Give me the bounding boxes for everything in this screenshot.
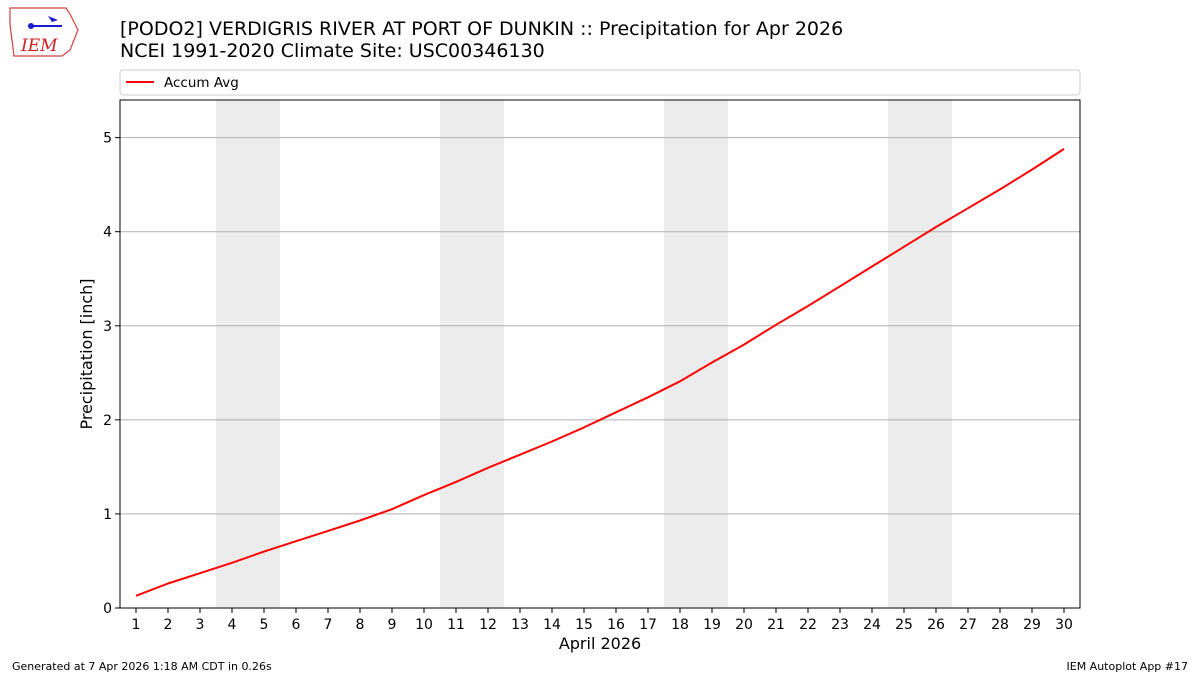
x-tick-label: 16	[607, 617, 625, 633]
x-tick-label: 18	[671, 617, 689, 633]
logo-wind-vane	[48, 16, 58, 22]
weekend-band	[888, 100, 952, 608]
x-tick-label: 17	[639, 617, 657, 633]
x-tick-label: 20	[735, 617, 753, 633]
weekend-band	[440, 100, 504, 608]
x-tick-label: 2	[164, 617, 173, 633]
x-tick-label: 27	[959, 617, 977, 633]
x-tick-label: 24	[863, 617, 881, 633]
x-tick-label: 21	[767, 617, 785, 633]
iowa-outline-shape	[9, 7, 79, 57]
chart-title: [PODO2] VERDIGRIS RIVER AT PORT OF DUNKI…	[120, 18, 843, 40]
x-tick-label: 28	[991, 617, 1009, 633]
iem-logo: IEM	[9, 7, 79, 57]
chart-subtitle: NCEI 1991-2020 Climate Site: USC00346130	[120, 40, 545, 62]
y-tick-label: 1	[103, 507, 112, 523]
x-tick-label: 13	[511, 617, 529, 633]
x-tick-label: 14	[543, 617, 561, 633]
x-tick-label: 10	[415, 617, 433, 633]
x-tick-label: 23	[831, 617, 849, 633]
legend-box	[119, 69, 1081, 96]
weekend-bands	[216, 100, 952, 608]
y-axis-ticks: 0 1 2 3 4 5	[103, 131, 120, 617]
x-tick-label: 3	[196, 617, 205, 633]
x-tick-label: 7	[324, 617, 333, 633]
x-tick-label: 29	[1023, 617, 1041, 633]
x-tick-label: 6	[292, 617, 301, 633]
x-tick-label: 5	[260, 617, 269, 633]
y-tick-label: 4	[103, 225, 112, 241]
footer-generated: Generated at 7 Apr 2026 1:18 AM CDT in 0…	[12, 660, 272, 673]
weekend-band	[664, 100, 728, 608]
legend: Accum Avg	[119, 69, 1081, 96]
y-axis-label: Precipitation [inch]	[77, 278, 96, 429]
x-axis-ticks: 1 2 3 4 5 6 7 8 9 10 11 12 13 14 15 16 17 18 19 20 21 22 23 24 2…	[132, 608, 1073, 633]
y-tick-label: 2	[103, 413, 112, 429]
x-tick-label: 30	[1055, 617, 1073, 633]
footer-app: IEM Autoplot App #17	[1067, 660, 1189, 673]
x-tick-label: 12	[479, 617, 497, 633]
weekend-band	[216, 100, 280, 608]
x-tick-label: 15	[575, 617, 593, 633]
logo-sensor	[28, 23, 34, 29]
x-tick-label: 9	[388, 617, 397, 633]
x-tick-label: 4	[228, 617, 237, 633]
series-line-accum-avg	[135, 148, 1065, 597]
x-tick-label: 26	[927, 617, 945, 633]
series-layer	[135, 148, 1065, 597]
x-tick-label: 11	[447, 617, 465, 633]
y-tick-label: 5	[103, 131, 112, 147]
logo-text: IEM	[20, 36, 58, 56]
x-tick-label: 22	[799, 617, 817, 633]
y-tick-label: 0	[103, 601, 112, 617]
legend-label: Accum Avg	[164, 75, 239, 91]
plot-frame	[119, 99, 1081, 609]
x-axis-label: April 2026	[559, 634, 641, 653]
x-tick-label: 19	[703, 617, 721, 633]
x-tick-label: 25	[895, 617, 913, 633]
grid-lines	[120, 137, 1080, 515]
x-tick-label: 1	[132, 617, 141, 633]
y-tick-label: 3	[103, 319, 112, 335]
x-tick-label: 8	[356, 617, 365, 633]
